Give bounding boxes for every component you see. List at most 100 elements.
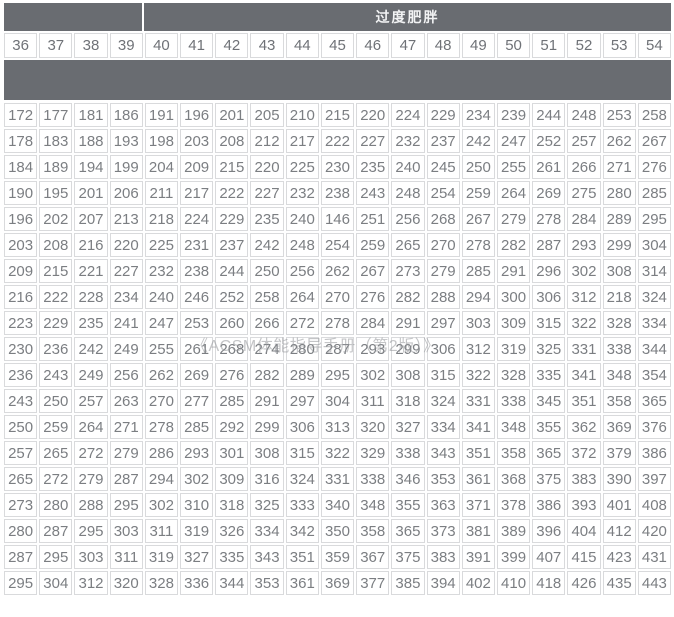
table-cell: 249 <box>74 363 108 387</box>
table-cell: 397 <box>637 467 671 491</box>
table-cell: 225 <box>144 233 179 257</box>
table-cell: 369 <box>320 571 355 595</box>
table-cell: 201 <box>215 103 249 127</box>
table-row: 257 265 272 279 286 293 301 308 315 322 329 338 343 3… <box>4 441 671 465</box>
table-cell: 363 <box>426 493 460 517</box>
table-cell: 385 <box>391 571 425 595</box>
group-header-label: 过度肥胖 <box>375 9 440 25</box>
table-cell: 361 <box>461 467 495 491</box>
table-cell: 273 <box>4 493 38 517</box>
table-cell: 351 <box>567 389 601 413</box>
table-cell: 285 <box>637 181 671 205</box>
table-row: 250 259 264 271 278 285 292 299 306 313 320 327 334 3… <box>4 415 671 439</box>
table-cell: 259 <box>39 415 73 439</box>
table-cell: 291 <box>391 311 425 335</box>
table-cell: 190 <box>4 181 38 205</box>
table-cell: 284 <box>567 207 601 231</box>
table-cell: 270 <box>320 285 355 309</box>
table-row: 172 177 181 186 191 196 201 205 210 215 220 224 229 2… <box>4 103 671 127</box>
table-row: 184 189 194 199 204 209 215 220 225 230 235 240 245 2… <box>4 155 671 179</box>
table-cell: 287 <box>109 467 143 491</box>
table-cell: 304 <box>320 389 355 413</box>
column-header-cell: 49 <box>461 33 495 58</box>
table-cell: 379 <box>602 441 636 465</box>
table-cell: 215 <box>39 259 73 283</box>
table-cell: 350 <box>320 519 355 543</box>
table-cell: 333 <box>285 493 319 517</box>
group-header-row: 过度肥胖 <box>4 3 671 31</box>
table-cell: 238 <box>320 181 355 205</box>
table-cell: 338 <box>356 467 390 491</box>
table-cell: 328 <box>144 571 179 595</box>
table-row: 178 183 188 193 198 203 208 212 217 222 227 232 237 2… <box>4 129 671 153</box>
table-cell: 213 <box>109 207 143 231</box>
table-cell: 322 <box>320 441 355 465</box>
table-cell: 279 <box>496 207 531 231</box>
table-cell: 277 <box>180 389 214 413</box>
table-cell: 240 <box>285 207 319 231</box>
table-cell: 375 <box>532 467 566 491</box>
table-cell: 423 <box>602 545 636 569</box>
table-cell: 222 <box>320 129 355 153</box>
table-cell: 262 <box>602 129 636 153</box>
table-cell: 369 <box>602 415 636 439</box>
table-cell: 257 <box>567 129 601 153</box>
table-cell: 327 <box>391 415 425 439</box>
table-cell: 306 <box>285 415 319 439</box>
table-cell: 177 <box>39 103 73 127</box>
table-cell: 303 <box>74 545 108 569</box>
table-cell: 412 <box>602 519 636 543</box>
column-header-cell: 43 <box>250 33 284 58</box>
table-cell: 250 <box>250 259 284 283</box>
table-cell: 252 <box>215 285 249 309</box>
table-cell: 336 <box>180 571 214 595</box>
table-cell: 280 <box>4 519 38 543</box>
table-cell: 295 <box>39 545 73 569</box>
table-cell: 207 <box>74 207 108 231</box>
table-cell: 295 <box>320 363 355 387</box>
table-cell: 309 <box>496 311 531 335</box>
table-cell: 408 <box>637 493 671 517</box>
table-cell: 186 <box>109 103 143 127</box>
table-cell: 322 <box>567 311 601 335</box>
table-cell: 300 <box>496 285 531 309</box>
table-cell: 268 <box>215 337 249 361</box>
table-cell: 325 <box>532 337 566 361</box>
table-cell: 399 <box>496 545 531 569</box>
table-cell: 278 <box>144 415 179 439</box>
column-header-cell: 38 <box>74 33 108 58</box>
table-cell: 316 <box>250 467 284 491</box>
table-cell: 235 <box>74 311 108 335</box>
table-cell: 257 <box>4 441 38 465</box>
table-cell: 254 <box>426 181 460 205</box>
table-cell: 377 <box>356 571 390 595</box>
table-cell: 265 <box>391 233 425 257</box>
table-cell: 206 <box>109 181 143 205</box>
table-cell: 198 <box>144 129 179 153</box>
table-row: 236 243 249 256 262 269 276 282 289 295 302 308 315 3… <box>4 363 671 387</box>
table-cell: 320 <box>109 571 143 595</box>
table-cell: 259 <box>356 233 390 257</box>
table-cell: 288 <box>74 493 108 517</box>
table-cell: 276 <box>637 155 671 179</box>
table-cell: 343 <box>426 441 460 465</box>
table-cell: 435 <box>602 571 636 595</box>
table-cell: 341 <box>461 415 495 439</box>
table-cell: 256 <box>109 363 143 387</box>
table-cell: 248 <box>391 181 425 205</box>
table-cell: 254 <box>320 233 355 257</box>
table-cell: 236 <box>4 363 38 387</box>
table-cell: 308 <box>602 259 636 283</box>
table-cell: 223 <box>4 311 38 335</box>
table-cell: 394 <box>426 571 460 595</box>
table-cell: 266 <box>250 311 284 335</box>
table-cell: 191 <box>144 103 179 127</box>
table-cell: 359 <box>320 545 355 569</box>
table-row: 196 202 207 213 218 224 229 235 240 146 251 256 268 2… <box>4 207 671 231</box>
table-cell: 351 <box>461 441 495 465</box>
table-cell: 287 <box>532 233 566 257</box>
table-cell: 348 <box>496 415 531 439</box>
table-cell: 231 <box>180 233 214 257</box>
table-cell: 390 <box>602 467 636 491</box>
table-cell: 285 <box>461 259 495 283</box>
